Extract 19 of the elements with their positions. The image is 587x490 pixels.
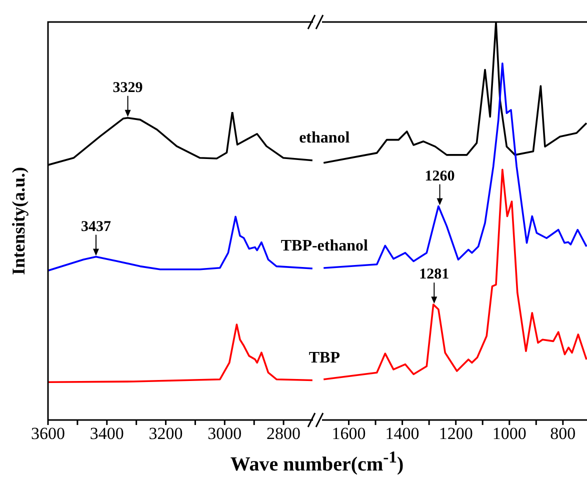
annotation: 1281 <box>419 266 450 283</box>
series-label: ethanol <box>299 129 350 146</box>
annotation: 3329 <box>112 80 143 96</box>
x-tick-label: 800 <box>550 424 576 444</box>
x-axis-title: Wave number(cm$^{-1}$) <box>230 448 404 476</box>
annotation: 3437 <box>80 218 112 235</box>
annotation: 1260 <box>424 168 455 184</box>
x-tick-label: 1000 <box>492 424 526 444</box>
x-tick-label: 3200 <box>148 424 183 444</box>
x-tick-label: 3400 <box>90 424 124 444</box>
x-tick-label: 3600 <box>31 424 65 444</box>
x-tick-label: 1200 <box>438 424 473 444</box>
series-label: TBP <box>308 349 340 366</box>
x-tick-label: 1400 <box>385 424 420 444</box>
x-tick-label: 2800 <box>266 424 301 444</box>
series-label: TBP-ethanol <box>280 237 369 254</box>
x-tick-label: 3000 <box>208 424 242 444</box>
x-tick-label: 1600 <box>332 424 366 444</box>
y-axis-title: Intensity(a.u.) <box>8 166 30 276</box>
